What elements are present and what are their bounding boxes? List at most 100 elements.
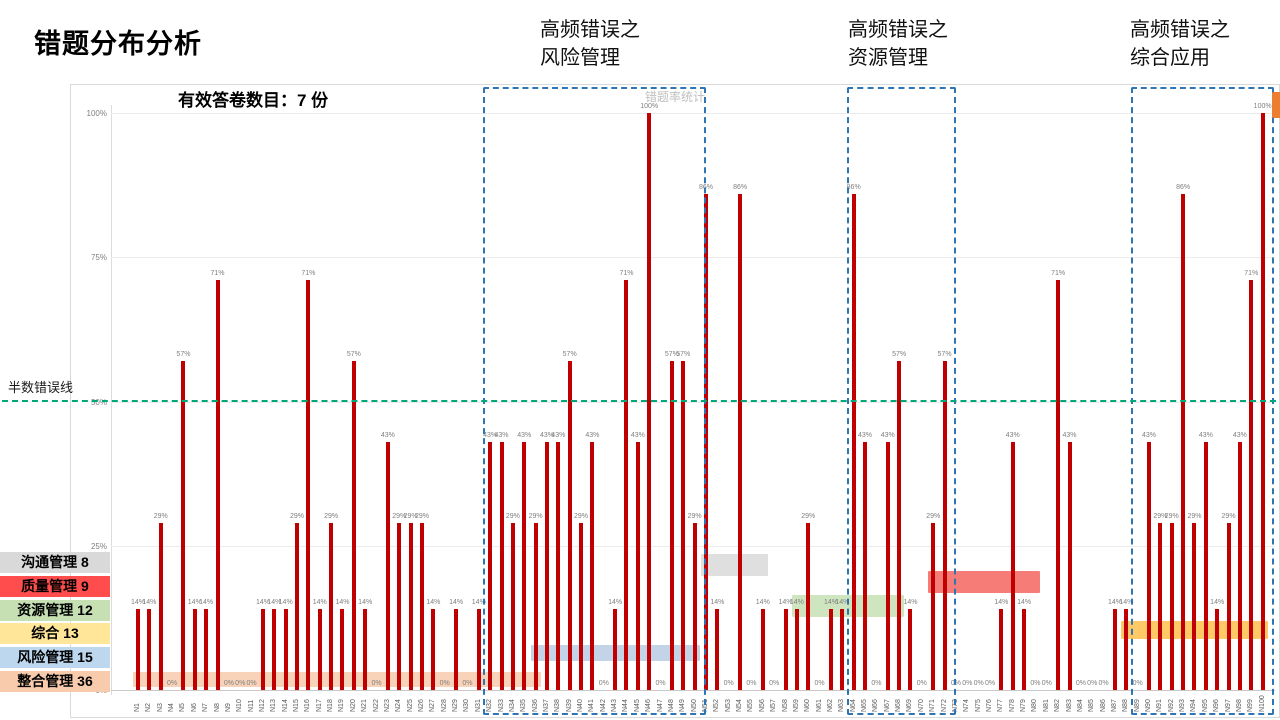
bar-N59: [794, 609, 799, 690]
bar-value-label: 86%: [698, 183, 713, 191]
bar-N83: [1067, 441, 1072, 690]
x-axis-label: N57: [770, 699, 778, 712]
bar-value-label: 43%: [630, 431, 645, 439]
bar-N52: [715, 609, 720, 690]
y-tick-label: 50%: [90, 397, 107, 407]
bar-value-label: 14%: [1107, 599, 1122, 607]
bar-N71: [931, 522, 936, 690]
bar-value-label: 57%: [176, 351, 191, 359]
bar-value-label: 86%: [733, 183, 748, 191]
bar-N50: [692, 522, 697, 690]
half-error-reference-line: [2, 400, 1276, 402]
x-axis-label: N7: [202, 703, 210, 712]
bar-value-label: 0%: [871, 680, 882, 687]
x-axis-label: N76: [986, 699, 993, 712]
bar-N17: [317, 609, 322, 690]
bar-value-label: 43%: [494, 431, 509, 439]
bar-N3: [158, 522, 163, 690]
bar-value-label: 0%: [223, 680, 234, 687]
x-axis-label: N19: [338, 699, 346, 712]
category-band-整合管理: [133, 671, 541, 688]
bar-value-label: 29%: [403, 512, 418, 520]
bar-value-label: 14%: [903, 599, 918, 607]
annotation-line2: 风险管理: [540, 47, 620, 69]
bar-value-label: 0%: [1087, 680, 1098, 687]
bar-N98: [1237, 441, 1242, 690]
bar-N51: [704, 193, 708, 690]
bar-value-label: 0%: [973, 680, 984, 687]
page-title: 错题分布分析: [34, 29, 202, 59]
x-axis-label: N55: [747, 699, 755, 712]
annotation-risk-management: 高频错误之 风险管理: [540, 16, 640, 72]
bar-value-label: 0%: [167, 680, 178, 687]
bar-value-label: 0%: [371, 680, 382, 687]
x-axis-label: N84: [1076, 699, 1084, 712]
bar-N92: [1169, 522, 1174, 690]
bar-value-label: 14%: [1017, 599, 1032, 607]
bar-N77: [999, 609, 1004, 690]
x-axis-label: N25: [406, 699, 414, 712]
bar-N39: [567, 361, 572, 690]
bar-value-label: 43%: [1005, 431, 1020, 439]
bar-N48: [669, 361, 674, 690]
x-axis-label: N15: [293, 699, 301, 712]
bar-value-label: 29%: [574, 512, 589, 520]
bar-value-label: 29%: [926, 512, 941, 520]
survey-count-note: 有效答卷数目：7 份: [178, 91, 329, 110]
x-axis-label: N61: [815, 699, 823, 712]
x-axis-label: N21: [361, 699, 369, 712]
bar-value-label: 29%: [801, 512, 816, 520]
bar-value-label: 71%: [301, 270, 316, 278]
bar-value-label: 0%: [1030, 680, 1041, 687]
bar-value-label: 0%: [769, 680, 780, 687]
bar-value-label: 14%: [994, 599, 1009, 607]
bar-N1: [136, 609, 140, 690]
bar-N14: [283, 609, 288, 690]
bar-N13: [272, 609, 277, 690]
bar-value-label: 57%: [346, 351, 361, 359]
x-axis-label: N30: [463, 699, 471, 712]
bar-value-label: 100%: [1253, 103, 1272, 110]
bar-value-label: 29%: [153, 512, 168, 520]
bar-N36: [533, 522, 538, 690]
bar-value-label: 29%: [414, 512, 429, 520]
bar-N38: [556, 441, 561, 690]
bar-value-label: 0%: [746, 680, 757, 687]
bar-value-label: 43%: [483, 431, 498, 439]
bar-N45: [635, 441, 640, 690]
bar-value-label: 29%: [1221, 512, 1236, 520]
x-axis-label: N22: [372, 699, 380, 712]
bar-N49: [681, 361, 686, 690]
bar-value-label: 71%: [619, 270, 634, 278]
gridline-50%: [111, 401, 1275, 403]
bar-N87: [1112, 609, 1117, 690]
x-axis-label: N1: [134, 703, 141, 712]
x-axis-label: N6: [190, 703, 198, 712]
legend-item-资源管理: 资源管理 12: [0, 599, 110, 621]
bar-value-label: 0%: [1132, 680, 1143, 687]
bar-N32: [488, 441, 493, 690]
bar-value-label: 0%: [1098, 680, 1109, 687]
x-axis-label: N17: [315, 699, 323, 712]
bar-N62: [828, 609, 833, 690]
bar-value-label: 0%: [814, 680, 825, 687]
bar-value-label: 14%: [335, 599, 350, 607]
bar-value-label: 57%: [562, 351, 577, 359]
annotation-line2: 综合应用: [1130, 47, 1210, 69]
bar-value-label: 0%: [962, 680, 973, 687]
bar-N91: [1158, 522, 1163, 690]
bar-N33: [499, 441, 504, 690]
bar-N63: [840, 609, 845, 690]
bar-N96: [1215, 609, 1220, 690]
bar-value-label: 71%: [210, 270, 225, 278]
bar-value-label: 43%: [539, 431, 554, 439]
bar-value-label: 14%: [255, 599, 270, 607]
x-axis-label: N29: [452, 699, 460, 712]
x-axis-label: N82: [1054, 699, 1062, 712]
x-axis-label: N77: [997, 699, 1005, 712]
x-axis-label: N75: [974, 699, 982, 712]
bar-N37: [544, 441, 549, 690]
x-axis-label: N2: [145, 703, 153, 712]
bar-N24: [397, 522, 402, 690]
bar-value-label: 0%: [439, 680, 450, 687]
